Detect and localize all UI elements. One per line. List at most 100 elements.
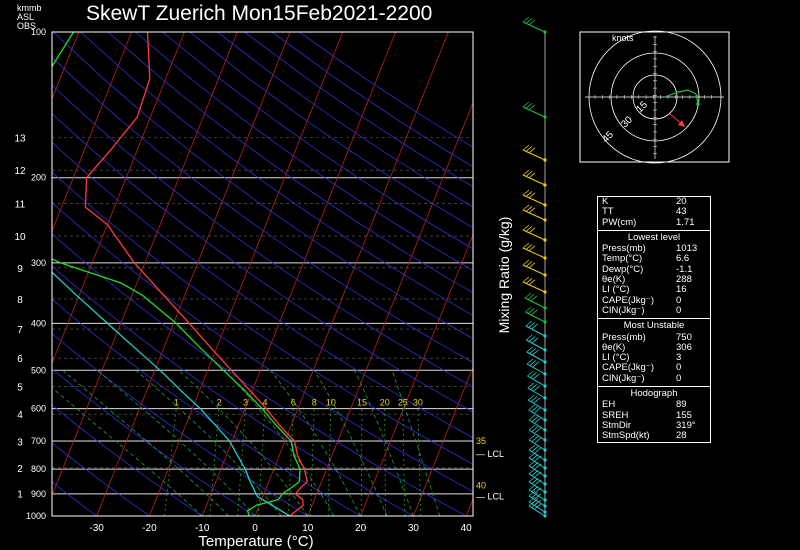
wind-level-dot (543, 372, 547, 376)
pressure-tick-label: 900 (31, 489, 46, 499)
wind-level-dot (543, 203, 547, 207)
dry-adiabat (135, 32, 473, 271)
moist-adiabat (224, 370, 335, 516)
stat-value: 43 (676, 206, 687, 218)
wind-barb-feather (531, 416, 539, 422)
dry-adiabat (52, 332, 309, 516)
stat-label: CAPE(Jkg⁻) (602, 362, 654, 374)
stability-indices-panel: K 20 TT 43 PW(cm) 1.71 Lowest level Press(mb)… (597, 196, 711, 443)
wind-barb (528, 505, 546, 517)
wind-barb-feather (524, 292, 532, 299)
wind-barb-feather (528, 227, 536, 234)
wind-barb-feather (522, 16, 530, 23)
wind-level-dot (543, 348, 547, 352)
stat-value: 89 (676, 399, 687, 411)
wind-barb-feather (527, 394, 535, 401)
wind-barb-feather (528, 262, 536, 269)
mixing-ratio-label: 1 (174, 398, 179, 408)
stat-value: 20 (676, 196, 687, 207)
wind-barb-feather (533, 385, 541, 392)
isotherm-line (360, 233, 473, 516)
wind-barb-feather (528, 500, 536, 507)
wind-level-dot (543, 384, 547, 388)
wind-barb-feather (526, 346, 533, 353)
stat-value: 306 (676, 341, 692, 353)
most-unstable-rows: Press(mb) 750 θe(K) 306 LI (°C) 3 CAPE(Jkg⁻) 0 C… (598, 332, 710, 384)
theta-e-label: 40 (476, 481, 486, 491)
wind-barb-feather (533, 373, 540, 380)
wind-barb-feather (526, 358, 534, 365)
dry-adiabat (52, 141, 473, 439)
dry-adiabat (52, 265, 415, 516)
wind-barb-feather (528, 476, 536, 483)
wind-barb-feather (525, 191, 533, 197)
wind-barb-feather (528, 452, 536, 459)
stat-value: 1.71 (676, 216, 695, 228)
wind-level-dot (543, 482, 547, 486)
moist-adiabat (52, 387, 203, 516)
wind-barb-feather (522, 259, 530, 266)
wind-level-dot (543, 115, 547, 119)
dewpoint-line (52, 32, 301, 516)
wind-barb-feather (530, 372, 537, 378)
wind-barb-feather (525, 244, 533, 250)
mixing-ratio-line (164, 408, 177, 516)
wind-level-dot (543, 448, 547, 452)
isotherm-line (307, 101, 473, 516)
temperature-tick-label: -10 (195, 523, 210, 534)
wind-barb-feather (522, 101, 530, 108)
stat-value: 6.6 (676, 253, 690, 265)
wind-barb-feather (528, 336, 536, 342)
wind-barb-feather (525, 320, 533, 327)
height-tick-label: 6 (17, 354, 23, 365)
indices-rows: K 20 TT 43 PW(cm) 1.71 (598, 196, 710, 228)
wind-barb (522, 247, 546, 259)
wind-barb-feather (532, 361, 540, 368)
wind-barb-feather (528, 424, 536, 431)
wind-barb-feather (534, 463, 542, 470)
wind-barb (528, 429, 546, 441)
wind-barb (522, 194, 546, 206)
wind-barb-feather (528, 245, 536, 252)
isotherm-line (149, 32, 344, 516)
wind-barb-feather (525, 206, 533, 212)
stat-label: Temp(°C) (602, 253, 643, 265)
wind-barb-feather (528, 444, 536, 451)
stat-row: LI (°C) 3 (598, 352, 710, 364)
isotherm-line (413, 365, 473, 516)
wind-barb-feather (525, 226, 533, 232)
dry-adiabat (107, 32, 473, 294)
temperature-tick-label: 0 (252, 523, 258, 534)
wind-barb-feather (531, 462, 539, 468)
stat-value: 3 (676, 352, 682, 364)
wind-level-dot (543, 183, 547, 187)
stat-value: 28 (676, 430, 687, 442)
stat-label: θe(K) (602, 274, 626, 286)
wind-barb (522, 281, 546, 293)
dry-adiabat (52, 171, 473, 465)
stat-value: 1013 (676, 243, 698, 255)
height-tick-label: 10 (14, 232, 26, 243)
wind-level-dot (543, 320, 547, 324)
wind-barb-feather (528, 434, 536, 441)
mixing-ratio-axis-label: Mixing Ratio (g/kg) (496, 217, 512, 334)
mixing-ratio-labels: 1 2 3 4 6 8 10 15 20 25 30 (174, 398, 423, 408)
wind-barb-feather (532, 349, 539, 356)
dry-adiabat (52, 233, 468, 516)
x-axis-label: Temperature (°C) (198, 533, 313, 550)
wind-barb-feather (522, 189, 530, 196)
storm-motion-vector (669, 113, 683, 125)
wind-barb-feather (528, 484, 536, 491)
stat-row: StmDir 319° (598, 420, 710, 431)
height-tick-label: 1 (17, 490, 23, 501)
wind-barb (527, 375, 546, 387)
wind-barb-feather (525, 146, 533, 152)
wind-barb-feather (529, 348, 536, 354)
wind-barb (527, 399, 546, 411)
stat-label: θe(K) (602, 341, 626, 353)
wind-barb-feather (534, 455, 542, 462)
stat-label: SREH (602, 409, 629, 421)
wind-barb-feather (534, 471, 542, 478)
dry-adiabat (53, 32, 473, 340)
stat-row: LI (°C) 16 (598, 285, 710, 296)
